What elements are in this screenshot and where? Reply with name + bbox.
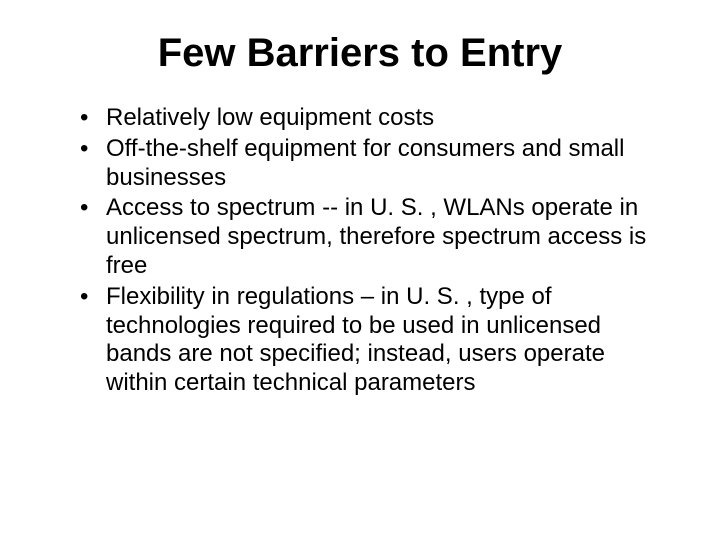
bullet-text: Off-the-shelf equipment for consumers an…	[106, 135, 624, 191]
bullet-list: Relatively low equipment costs Off-the-s…	[60, 104, 660, 398]
list-item: Off-the-shelf equipment for consumers an…	[80, 135, 650, 193]
bullet-text: Relatively low equipment costs	[106, 104, 434, 131]
bullet-text: Flexibility in regulations – in U. S. , …	[106, 283, 605, 396]
bullet-text: Access to spectrum -- in U. S. , WLANs o…	[106, 194, 646, 279]
list-item: Access to spectrum -- in U. S. , WLANs o…	[80, 194, 650, 280]
slide: Few Barriers to Entry Relatively low equ…	[0, 0, 720, 540]
list-item: Flexibility in regulations – in U. S. , …	[80, 283, 650, 398]
slide-title: Few Barriers to Entry	[60, 30, 660, 76]
list-item: Relatively low equipment costs	[80, 104, 650, 133]
